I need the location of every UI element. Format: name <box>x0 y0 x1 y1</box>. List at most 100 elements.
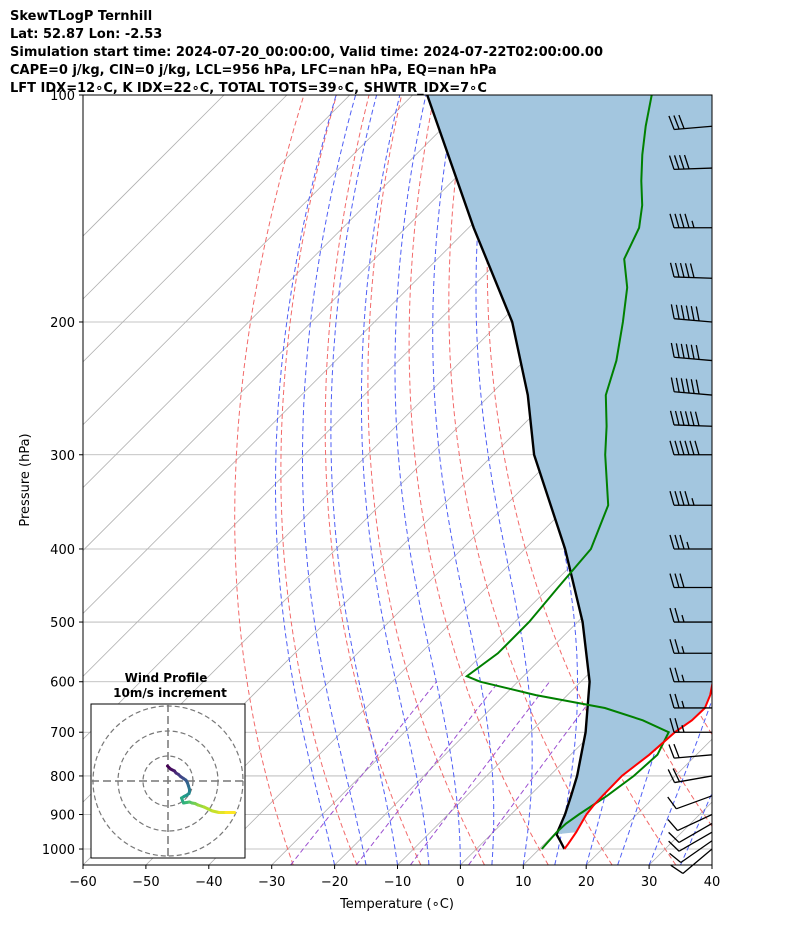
moist-adiabat <box>680 792 712 865</box>
dry-adiabat <box>234 95 305 865</box>
dry-adiabat <box>486 95 677 865</box>
y-tick-label: 400 <box>50 543 75 558</box>
mixing-ratio-line <box>355 681 499 865</box>
moist-adiabat <box>302 95 367 865</box>
dry-adiabat <box>408 95 549 865</box>
dry-adiabat <box>280 95 358 865</box>
isotherm-line <box>334 487 712 865</box>
x-tick-label: 10 <box>515 875 532 890</box>
chart-header: SkewTLogP Ternhill Lat: 52.87 Lon: -2.53… <box>10 8 603 98</box>
wind-barb <box>668 743 713 759</box>
wind-barb <box>669 718 712 733</box>
y-tick-label: 800 <box>50 770 75 785</box>
wind-barb <box>669 534 712 550</box>
wind-barb <box>669 491 712 506</box>
wind-barb <box>669 440 712 456</box>
inset-title: Wind Profile <box>125 671 208 685</box>
wind-barb <box>667 795 713 810</box>
x-tick-label: 40 <box>704 875 721 890</box>
x-tick-label: 20 <box>578 875 595 890</box>
moist-adiabat <box>330 95 398 865</box>
dry-adiabat <box>760 95 794 865</box>
isotherm-line <box>145 298 712 865</box>
x-tick-label: −20 <box>321 875 348 890</box>
mixing-ratio-line <box>409 681 550 865</box>
index-line: LFT IDX=12∘C, K IDX=22∘C, TOTAL TOTS=39∘… <box>10 81 487 96</box>
x-axis-label: Temperature (∘C) <box>339 897 454 912</box>
wind-barb <box>669 693 712 709</box>
mixing-ratio-line <box>468 681 605 865</box>
chart-title: SkewTLogP Ternhill <box>10 9 153 24</box>
isotherm-line <box>83 95 476 489</box>
dewpoint-profile-line <box>464 95 671 850</box>
wind-barb <box>669 639 712 654</box>
y-tick-label: 500 <box>50 616 75 631</box>
moist-adiabat <box>361 95 430 865</box>
dry-adiabat <box>324 95 422 865</box>
x-axis-ticks: −60 −50 −40 −30 −20 −10 0 10 20 30 40 <box>69 865 720 890</box>
wind-barb <box>670 848 713 874</box>
dry-adiabat <box>727 95 794 865</box>
wind-barbs <box>667 114 713 874</box>
wind-barb <box>669 410 713 427</box>
isotherm-line <box>83 95 225 237</box>
wind-barb <box>668 154 713 171</box>
wind-barb <box>668 114 713 131</box>
wind-profile-inset: Wind Profile 10m/s increment <box>90 671 246 859</box>
wind-barb <box>669 667 712 683</box>
x-tick-label: −40 <box>195 875 222 890</box>
y-axis-label: Pressure (hPa) <box>18 433 33 526</box>
temperature-profile-line <box>563 681 712 850</box>
y-tick-label: 100 <box>50 89 75 104</box>
moist-adiabat <box>394 95 461 865</box>
x-tick-label: 0 <box>456 875 464 890</box>
location-line: Lat: 52.87 Lon: -2.53 <box>10 27 163 42</box>
dry-adiabat <box>448 95 613 865</box>
y-tick-label: 900 <box>50 809 75 824</box>
cape-shading <box>427 95 712 835</box>
wind-barb <box>670 304 713 323</box>
wind-barb <box>669 262 713 279</box>
wind-barb <box>667 813 713 832</box>
y-tick-label: 200 <box>50 316 75 331</box>
wind-barb <box>669 573 712 589</box>
wind-barb <box>668 822 713 844</box>
cape-line: CAPE=0 j/kg, CIN=0 j/kg, LCL=956 hPa, LF… <box>10 63 497 78</box>
x-tick-label: −60 <box>69 875 96 890</box>
parcel-profile-line <box>426 95 591 850</box>
wind-barb <box>669 607 712 623</box>
y-axis-ticks: 1000 900 800 700 600 500 400 300 200 100 <box>42 89 83 858</box>
wind-barb <box>669 840 713 864</box>
wind-barb <box>670 377 713 396</box>
y-tick-label: 1000 <box>42 843 75 858</box>
y-tick-label: 700 <box>50 726 75 741</box>
isotherm-line <box>397 549 712 865</box>
y-tick-label: 600 <box>50 676 75 691</box>
dry-adiabat <box>367 95 485 865</box>
hodograph-segment <box>202 805 214 813</box>
cape-area <box>427 95 712 835</box>
inset-subtitle: 10m/s increment <box>113 686 227 700</box>
wind-barb <box>669 213 712 229</box>
x-tick-label: −50 <box>132 875 159 890</box>
profiles <box>426 95 712 850</box>
isotherm-line <box>83 95 351 363</box>
x-tick-label: −30 <box>258 875 285 890</box>
x-tick-label: 30 <box>641 875 658 890</box>
moist-adiabat <box>617 95 699 865</box>
moist-adiabat <box>711 863 712 865</box>
moist-adiabat <box>432 95 495 865</box>
time-line: Simulation start time: 2024-07-20_00:00:… <box>10 45 603 60</box>
wind-barb <box>667 768 713 784</box>
y-tick-label: 300 <box>50 449 75 464</box>
x-tick-label: −10 <box>384 875 411 890</box>
isotherm-line <box>83 95 539 552</box>
isotherm-line <box>711 864 712 865</box>
isotherm-line <box>83 95 413 426</box>
wind-barb <box>670 342 713 362</box>
moist-adiabat <box>275 95 337 865</box>
mixing-ratio-line <box>290 681 437 865</box>
isotherm-line <box>83 95 288 300</box>
moist-adiabat <box>648 698 712 865</box>
